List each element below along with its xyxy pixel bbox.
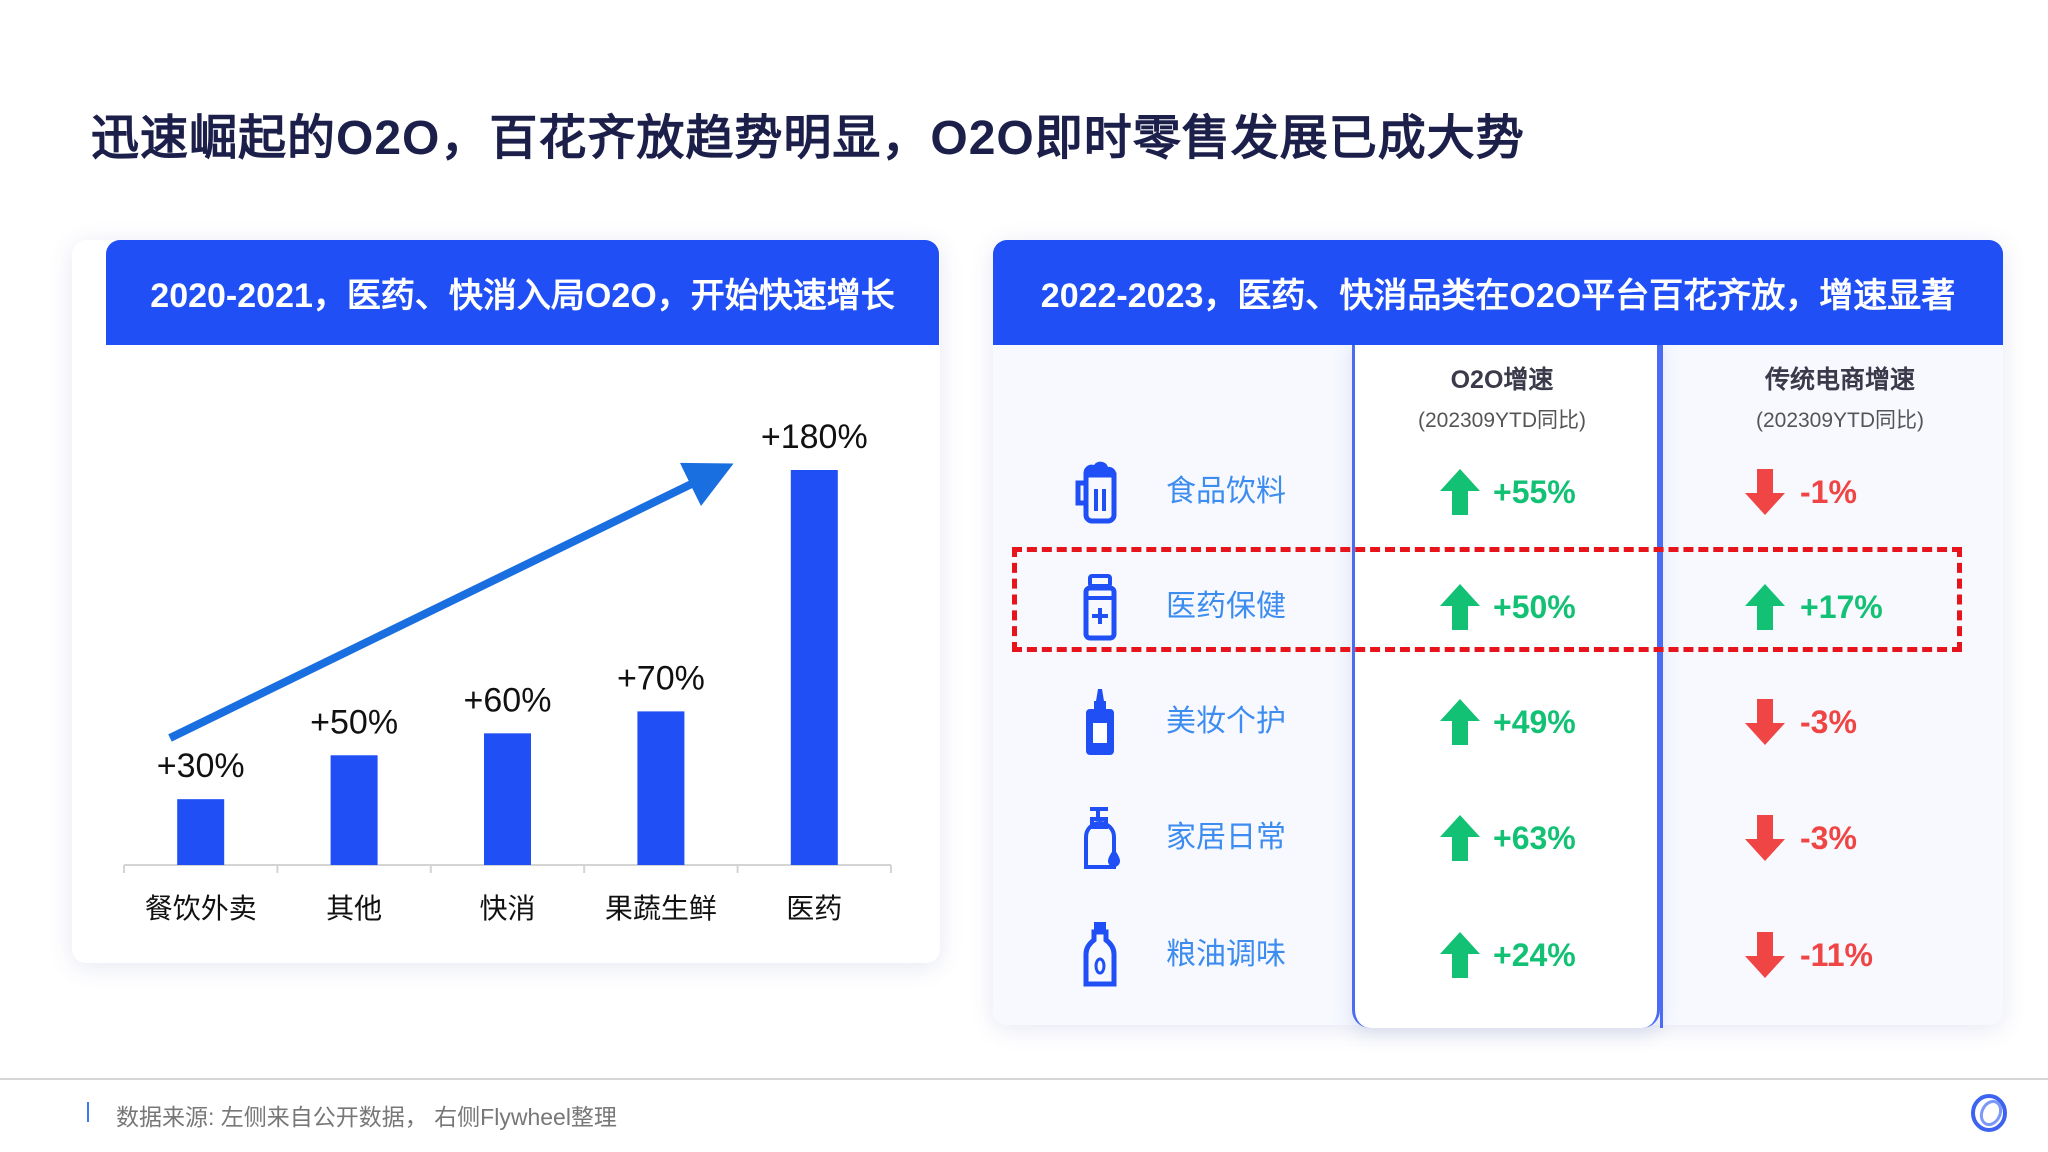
traditional-growth-value: -11% (1800, 937, 1873, 973)
cosmetic-bottle-icon (1086, 689, 1114, 755)
category-row: 美妆个护 +49% -3% (0, 682, 2048, 762)
category-row: 家居日常 +63% -3% (0, 798, 2048, 878)
bar (790, 470, 838, 865)
arrow-up-icon (1745, 584, 1785, 630)
traditional-growth-value: +17% (1800, 589, 1883, 625)
medicine-bottle-icon (1083, 574, 1117, 641)
column-divider (1660, 340, 1663, 1028)
category-row: 食品饮料 +55% -1% (0, 452, 2048, 532)
category-label: 其他 (326, 893, 382, 924)
left-panel-header: 2020-2021，医药、快消入局O2O，开始快速增长 (106, 240, 939, 345)
arrow-up-icon (1440, 469, 1480, 515)
category-row: 粮油调味 +24% -11% (0, 915, 2048, 995)
o2o-column-card (1352, 340, 1660, 1028)
traditional-column-title: 传统电商增速 (1764, 366, 1915, 394)
o2o-growth-value: +49% (1493, 704, 1576, 740)
arrow-down-icon (1745, 469, 1785, 515)
traditional-column-header: 传统电商增速 (202309YTD同比) (1690, 360, 1990, 434)
category-label: 食品饮料 (1166, 475, 1286, 508)
o2o-column-header: O2O增速 (202309YTD同比) (1352, 360, 1652, 434)
arrow-up-icon (1440, 932, 1480, 978)
o2o-growth-value: +55% (1493, 474, 1576, 510)
brand-logo-icon (1971, 1094, 2007, 1132)
category-row: 医药保健 +50% +17% (0, 567, 2048, 647)
bar (177, 799, 225, 865)
category-label: 餐饮外卖 (145, 893, 257, 924)
o2o-column-subtitle: (202309YTD同比) (1417, 409, 1587, 432)
page-title: 迅速崛起的O2O，百花齐放趋势明显，O2O即时零售发展已成大势 (91, 112, 1525, 165)
o2o-growth-value: +50% (1493, 589, 1576, 625)
category-label: 美妆个护 (1166, 705, 1286, 738)
bar (484, 733, 531, 865)
o2o-column-title: O2O增速 (1450, 366, 1554, 394)
traditional-growth-value: -1% (1800, 474, 1857, 510)
arrow-down-icon (1745, 815, 1785, 861)
arrow-down-icon (1745, 932, 1785, 978)
traditional-growth-value: -3% (1800, 704, 1857, 740)
category-label: 家居日常 (1166, 821, 1286, 854)
category-label: 快消 (479, 893, 535, 924)
bar (637, 711, 685, 865)
o2o-growth-value: +63% (1493, 820, 1576, 856)
trend-arrow (168, 462, 734, 742)
category-label: 医药 (786, 893, 842, 924)
footer-accent-bar (87, 1102, 89, 1122)
category-label: 粮油调味 (1166, 938, 1286, 971)
footer-source: 数据来源: 左侧来自公开数据， 右侧Flywheel整理 (116, 1104, 617, 1130)
bar-value-label: +50% (310, 703, 398, 741)
beer-mug-icon (1075, 461, 1117, 524)
arrow-down-icon (1745, 699, 1785, 745)
bar-value-label: +180% (761, 418, 868, 456)
bar-value-label: +60% (464, 681, 552, 719)
bar-value-label: +70% (617, 659, 705, 697)
bar-value-label: +30% (157, 747, 245, 785)
footer-divider (0, 1078, 2048, 1080)
arrow-up-icon (1440, 584, 1480, 630)
traditional-column-subtitle: (202309YTD同比) (1755, 409, 1925, 432)
bar (330, 755, 378, 865)
highlight-box (1012, 547, 1962, 652)
soap-dispenser-icon (1084, 807, 1120, 869)
category-label: 果蔬生鲜 (605, 893, 717, 924)
traditional-growth-value: -3% (1800, 820, 1857, 856)
oil-bottle-icon (1083, 922, 1117, 987)
arrow-up-icon (1440, 815, 1480, 861)
arrow-up-icon (1440, 699, 1480, 745)
o2o-growth-value: +24% (1493, 937, 1576, 973)
category-label: 医药保健 (1166, 590, 1286, 623)
right-panel-header: 2022-2023，医药、快消品类在O2O平台百花齐放，增速显著 (993, 240, 2003, 345)
